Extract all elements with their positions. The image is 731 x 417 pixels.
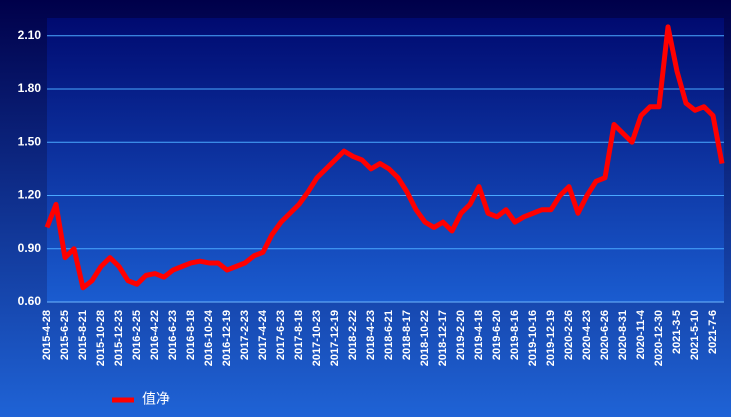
plot-area [47,18,724,302]
x-tick-label: 2016-8-18 [185,310,197,360]
x-tick-label: 2021-5-10 [689,310,701,360]
y-tick-label: 1.20 [18,188,42,202]
x-tick-label: 2020-8-31 [617,310,629,360]
x-tick-label: 2016-10-24 [203,309,215,366]
x-tick-label: 2017-6-23 [275,310,287,360]
x-tick-label: 2015-10-28 [95,310,107,366]
x-tick-label: 2016-12-19 [221,310,233,366]
x-tick-label: 2017-10-23 [311,310,323,366]
x-tick-label: 2019-4-18 [473,310,485,360]
x-tick-label: 2019-12-19 [545,310,557,366]
x-tick-label: 2020-11-4 [635,309,647,359]
x-tick-label: 2017-12-19 [329,310,341,366]
x-tick-label: 2018-10-22 [419,310,431,366]
x-tick-label: 2020-4-23 [581,310,593,360]
x-tick-label: 2021-3-5 [671,310,683,354]
x-tick-label: 2018-2-22 [347,310,359,360]
x-tick-label: 2020-6-26 [599,310,611,360]
y-tick-label: 2.10 [18,28,42,42]
line-series [44,24,725,291]
x-tick-label: 2018-8-17 [401,310,413,360]
x-tick-label: 2015-4-28 [41,310,53,360]
x-tick-label: 2021-7-6 [707,310,719,354]
x-tick-label: 2020-12-30 [653,310,665,366]
x-tick-label: 2016-2-25 [131,310,143,360]
x-tick-label: 2017-4-24 [257,309,269,360]
x-tick-label: 2015-8-21 [77,310,89,360]
x-tick-label: 2018-4-23 [365,310,377,360]
x-tick-label: 2017-2-23 [239,310,251,360]
legend-label: 值净 [142,391,170,407]
x-tick-label: 2015-12-23 [113,310,125,366]
x-tick-label: 2018-12-17 [437,310,449,366]
x-tick-label: 2017-8-18 [293,310,305,360]
y-tick-label: 0.60 [18,294,42,308]
y-tick-label: 1.80 [18,81,42,95]
x-tick-label: 2015-6-25 [59,310,71,360]
x-tick-label: 2019-10-16 [527,310,539,366]
y-tick-label: 0.90 [18,241,42,255]
x-tick-label: 2020-2-26 [563,310,575,360]
x-tick-label: 2016-4-22 [149,310,161,360]
x-tick-label: 2019-2-20 [455,310,467,360]
x-tick-label: 2019-6-20 [491,310,503,360]
x-tick-label: 2019-8-16 [509,310,521,360]
y-tick-label: 1.50 [18,134,42,148]
x-tick-label: 2018-6-21 [383,310,395,360]
x-tick-label: 2016-6-23 [167,310,179,360]
